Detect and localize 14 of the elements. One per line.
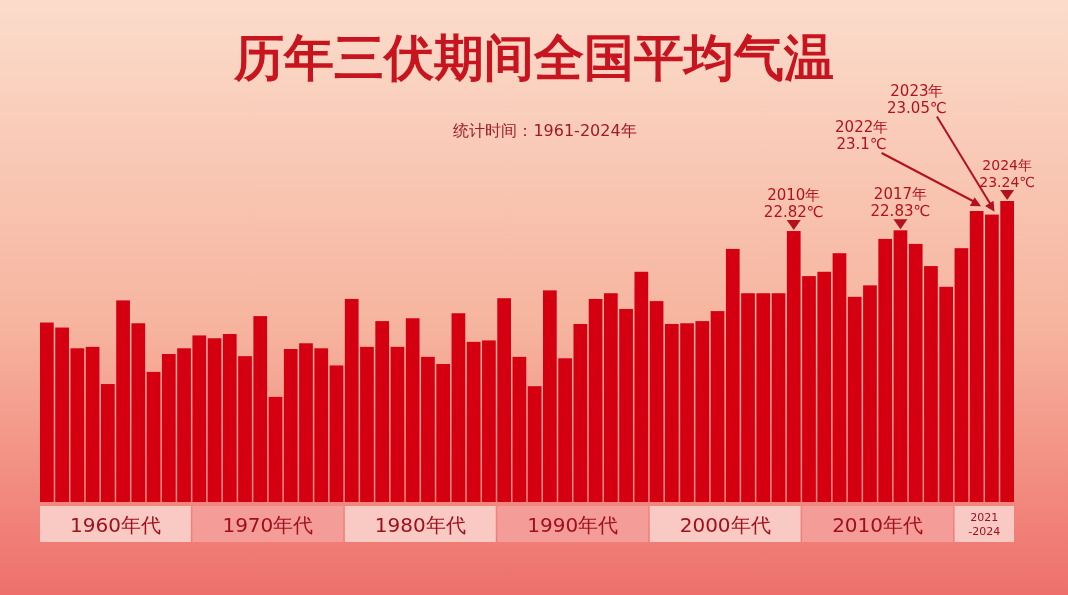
text: 2021 -2024 bbox=[968, 511, 1001, 538]
text: 2000年代 bbox=[679, 513, 771, 537]
data-label: 2024年 23.24℃ bbox=[979, 157, 1036, 190]
data-label: 2023年 23.05℃ bbox=[887, 81, 947, 117]
data-label: 2010年 22.82℃ bbox=[763, 186, 824, 222]
text: 1990年代 bbox=[527, 513, 619, 537]
chart-subtitle: 统计时间：1961-2024年 bbox=[453, 121, 637, 140]
data-label: 2022年 23.1℃ bbox=[835, 118, 889, 154]
text: 2010年代 bbox=[832, 513, 924, 537]
text: 1980年代 bbox=[374, 513, 466, 537]
text: 1970年代 bbox=[222, 513, 314, 537]
chart-title: 历年三伏期间全国平均气温 bbox=[233, 29, 834, 87]
text: 1960年代 bbox=[70, 513, 161, 537]
data-label: 2017年 22.83℃ bbox=[870, 185, 931, 221]
